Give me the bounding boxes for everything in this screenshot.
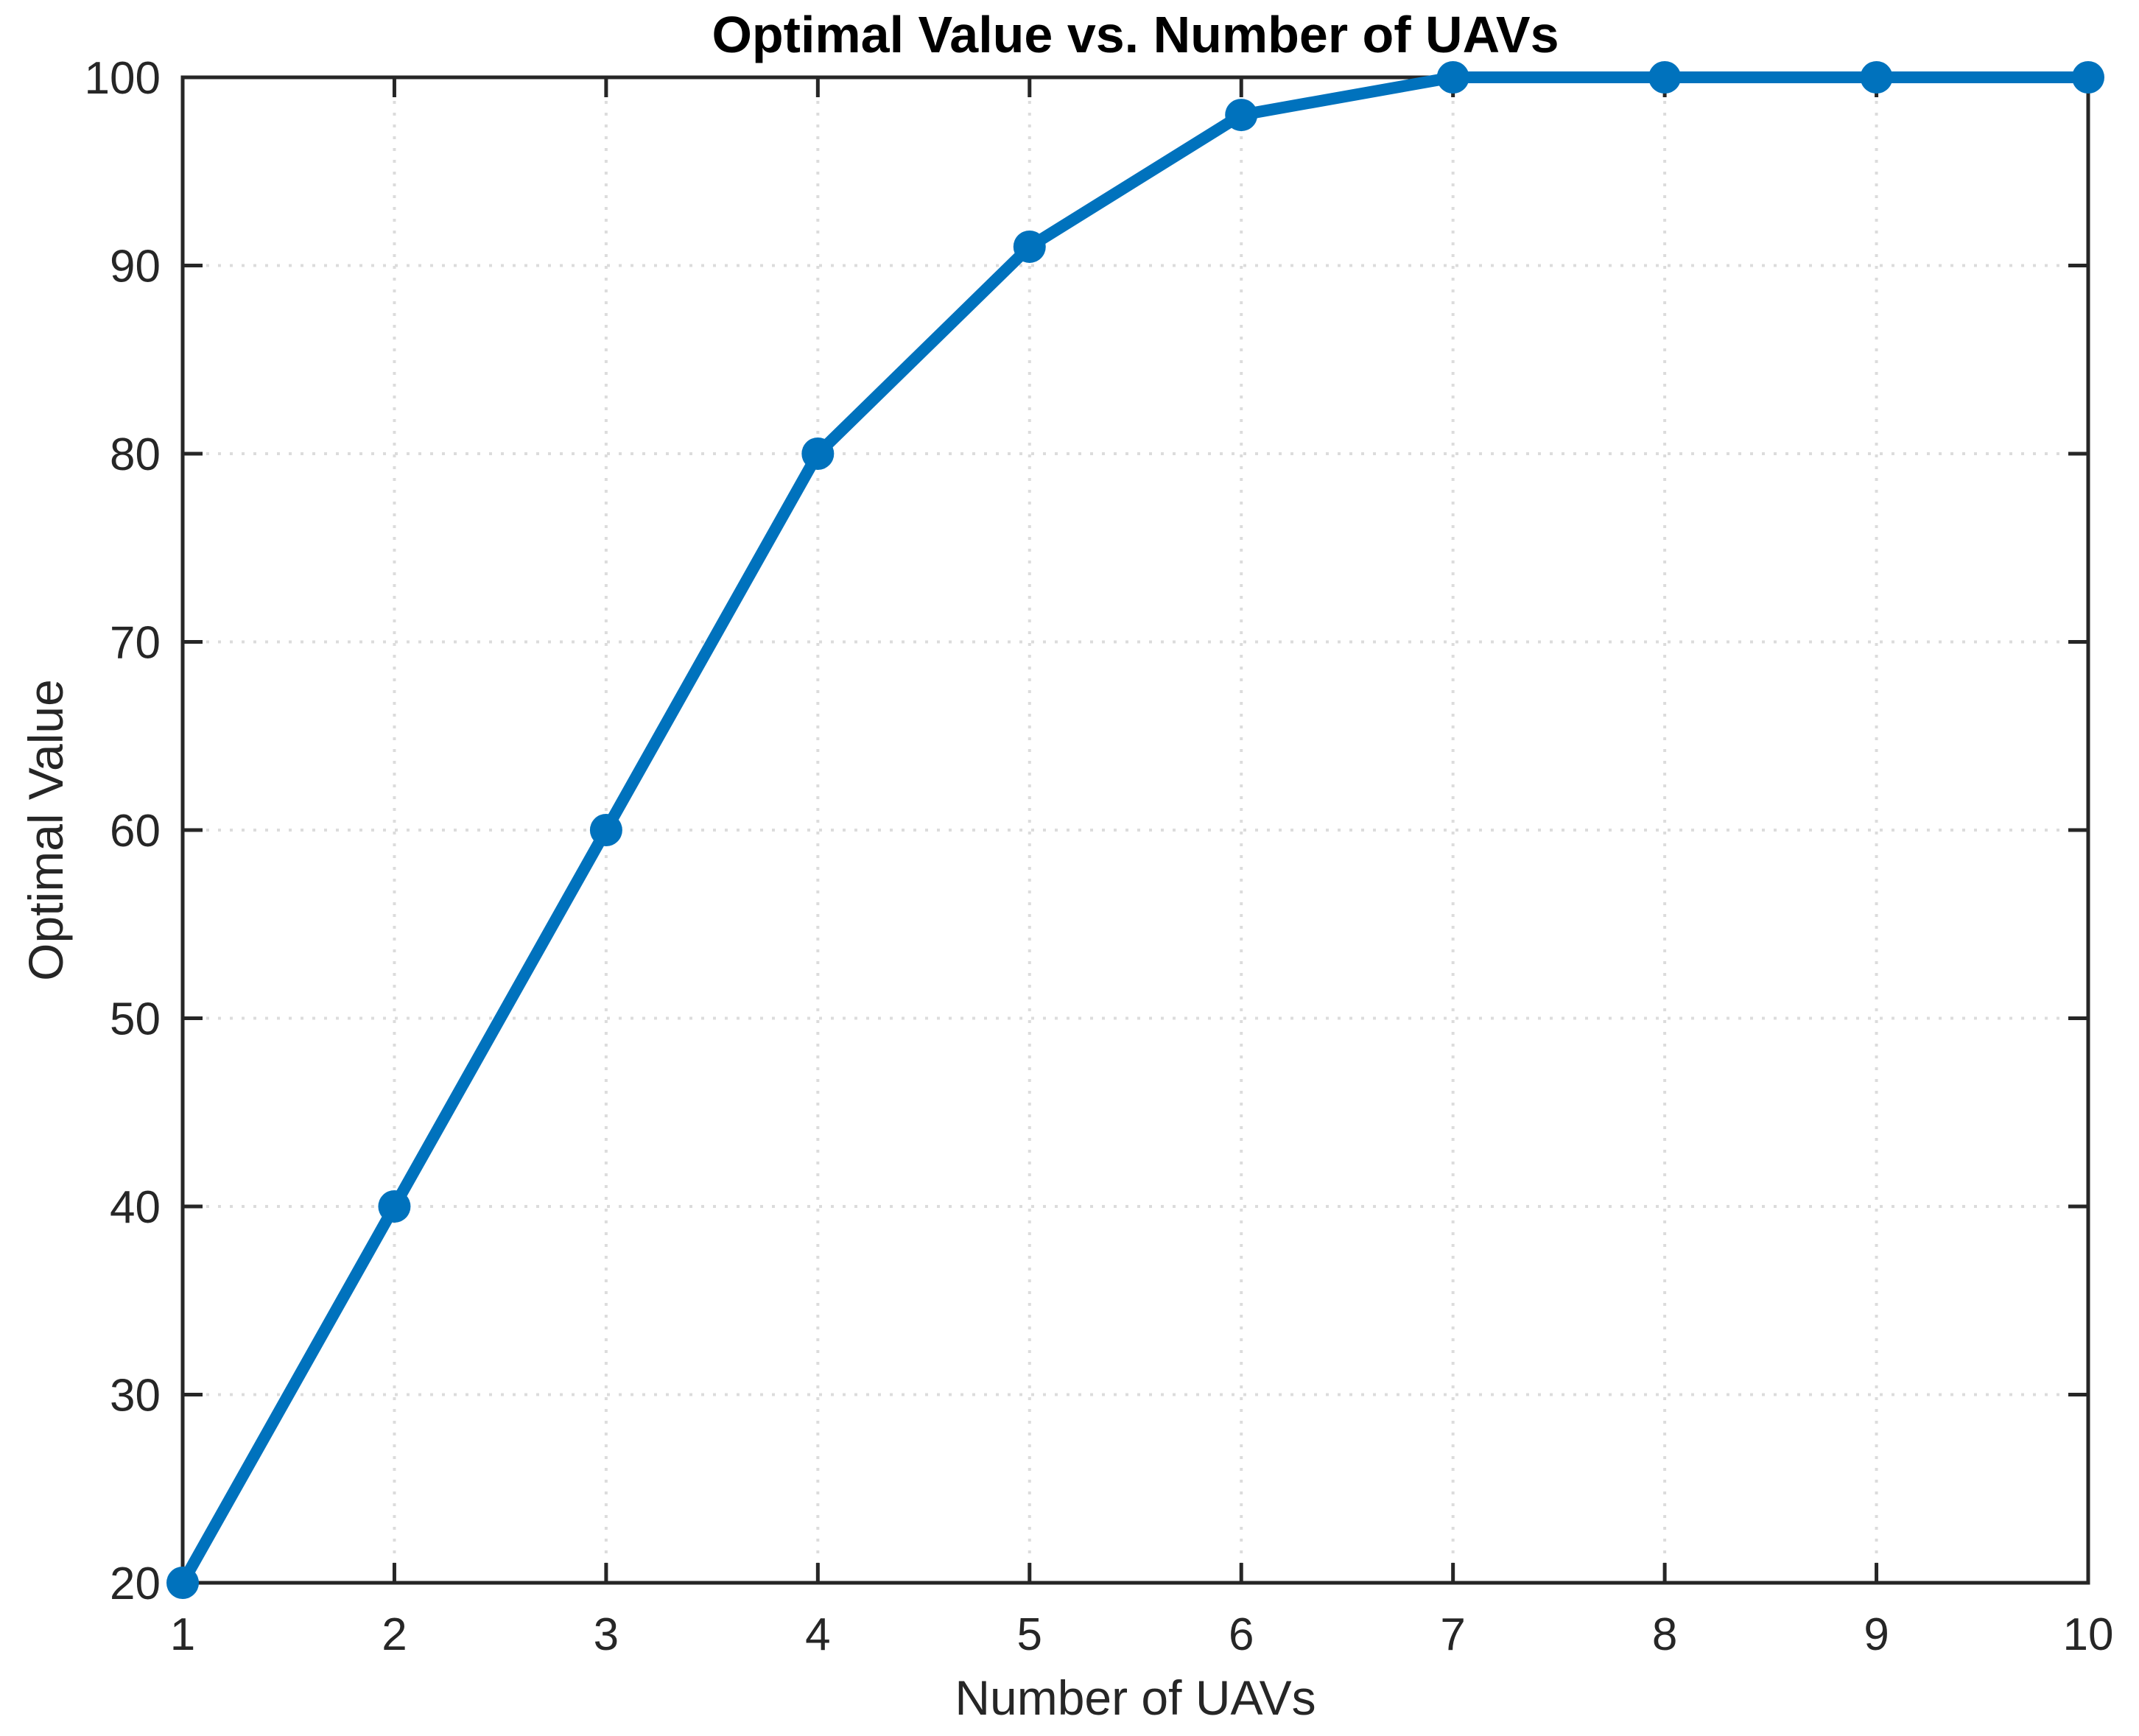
y-tick-label: 100 [85, 53, 161, 104]
y-tick-label: 50 [110, 994, 161, 1045]
axes-box [180, 75, 2090, 1585]
x-tick-label: 7 [1440, 1609, 1465, 1660]
data-point-marker [801, 437, 835, 470]
y-tick-label: 40 [110, 1182, 161, 1233]
y-tick-label: 80 [110, 429, 161, 480]
x-tick-label: 8 [1652, 1609, 1677, 1660]
y-tick-label: 20 [110, 1558, 161, 1609]
data-point-marker [589, 814, 622, 846]
x-tick-label: 9 [1864, 1609, 1889, 1660]
y-tick-label: 70 [110, 618, 161, 669]
data-line [177, 71, 2094, 1589]
data-point-marker [1013, 230, 1046, 263]
y-tick-label: 60 [110, 806, 161, 857]
y-axis-label: Optimal Value [18, 679, 73, 981]
chart-title: Optimal Value vs. Number of UAVs [712, 6, 1559, 63]
data-point-marker [2072, 61, 2104, 94]
x-tick-label: 4 [805, 1609, 830, 1660]
x-axis-label: Number of UAVs [955, 1670, 1316, 1725]
x-tick-label: 2 [382, 1609, 407, 1660]
x-tick-label: 10 [2063, 1609, 2114, 1660]
x-tick-label: 1 [170, 1609, 195, 1660]
data-point-marker [1860, 61, 1893, 94]
data-point-marker [1225, 99, 1258, 132]
y-tick-label: 30 [110, 1371, 161, 1422]
data-point-marker [1436, 61, 1469, 94]
x-tick-label: 3 [594, 1609, 619, 1660]
data-point-marker [166, 1567, 199, 1599]
x-tick-label: 6 [1229, 1609, 1254, 1660]
data-point-marker [1648, 61, 1682, 94]
y-tick-label: 90 [110, 242, 161, 292]
data-point-marker [378, 1190, 411, 1223]
x-tick-label: 5 [1017, 1609, 1042, 1660]
